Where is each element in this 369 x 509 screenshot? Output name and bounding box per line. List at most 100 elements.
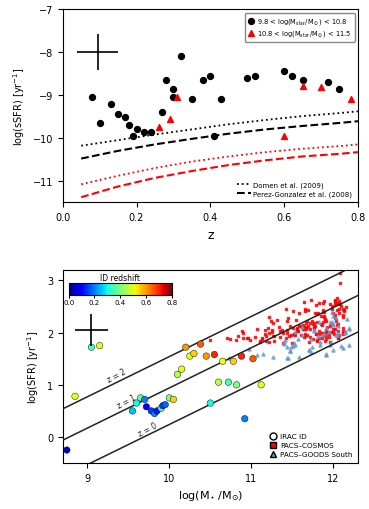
Point bbox=[152, 410, 158, 418]
Point bbox=[330, 329, 336, 337]
Point bbox=[340, 331, 346, 339]
Point bbox=[280, 340, 286, 348]
Point bbox=[292, 328, 298, 336]
Legend: IRAC ID, PACS–COSMOS, PACS–GOODS South: IRAC ID, PACS–COSMOS, PACS–GOODS South bbox=[268, 431, 354, 460]
Point bbox=[301, 333, 307, 342]
Point bbox=[156, 124, 162, 132]
Point bbox=[259, 334, 265, 343]
Point bbox=[288, 343, 294, 351]
Point bbox=[290, 325, 296, 333]
Point bbox=[301, 323, 307, 331]
Point bbox=[289, 72, 294, 80]
Point bbox=[130, 407, 135, 415]
Point bbox=[321, 298, 327, 306]
Point bbox=[148, 407, 154, 415]
Point bbox=[274, 316, 280, 324]
Point bbox=[207, 399, 213, 407]
Point bbox=[97, 342, 103, 350]
Point bbox=[325, 79, 331, 87]
Point bbox=[323, 315, 328, 323]
Point bbox=[310, 335, 316, 344]
Point bbox=[306, 338, 312, 347]
Point bbox=[302, 305, 308, 314]
Point bbox=[141, 128, 147, 136]
Point bbox=[300, 321, 306, 329]
Point bbox=[302, 332, 308, 340]
Point bbox=[321, 313, 327, 321]
Point bbox=[271, 332, 277, 341]
Point bbox=[320, 332, 326, 341]
Point bbox=[311, 327, 317, 335]
Point bbox=[316, 334, 322, 343]
Point bbox=[295, 335, 301, 344]
Point bbox=[300, 326, 306, 334]
Point bbox=[335, 322, 341, 330]
Point bbox=[296, 354, 302, 362]
Point bbox=[319, 321, 325, 329]
Point bbox=[191, 350, 197, 358]
Point bbox=[335, 323, 341, 331]
Point bbox=[303, 319, 308, 327]
Point bbox=[163, 77, 169, 85]
Point bbox=[240, 329, 246, 337]
Point bbox=[339, 305, 345, 314]
Point bbox=[304, 331, 310, 339]
Point bbox=[281, 68, 287, 76]
Point bbox=[335, 299, 341, 307]
Point bbox=[337, 279, 343, 288]
Point bbox=[328, 321, 334, 329]
Point bbox=[301, 324, 307, 332]
Point bbox=[344, 315, 350, 323]
Point bbox=[281, 338, 287, 347]
Point bbox=[312, 309, 318, 318]
Point bbox=[167, 116, 173, 124]
Point bbox=[334, 295, 340, 303]
Point bbox=[330, 320, 336, 328]
Point bbox=[300, 323, 306, 331]
Point bbox=[325, 329, 331, 337]
Point bbox=[178, 53, 184, 62]
Point bbox=[293, 317, 299, 325]
Point bbox=[89, 94, 95, 102]
Text: z = 0: z = 0 bbox=[137, 420, 159, 437]
Point bbox=[269, 326, 275, 334]
Point bbox=[283, 334, 289, 343]
Point bbox=[308, 335, 314, 344]
Point bbox=[225, 378, 231, 386]
Point bbox=[284, 329, 290, 337]
Point bbox=[319, 331, 325, 340]
Legend: Domen et al. (2009), Perez-Gonzalez et al. (2008): Domen et al. (2009), Perez-Gonzalez et a… bbox=[235, 180, 355, 200]
Point bbox=[321, 308, 327, 317]
Point bbox=[269, 328, 275, 336]
Point bbox=[277, 333, 283, 342]
Point bbox=[336, 331, 342, 340]
Point bbox=[307, 333, 313, 341]
Point bbox=[170, 94, 176, 102]
Point bbox=[289, 331, 294, 340]
Point bbox=[328, 338, 334, 346]
Point bbox=[313, 330, 319, 338]
Point bbox=[255, 325, 261, 333]
Point bbox=[72, 392, 78, 401]
Point bbox=[332, 297, 338, 305]
Point bbox=[166, 394, 172, 402]
Point bbox=[327, 338, 332, 347]
Point bbox=[291, 340, 297, 348]
Point bbox=[262, 330, 268, 338]
Point bbox=[302, 307, 308, 316]
Point bbox=[341, 307, 346, 316]
Point bbox=[334, 306, 340, 314]
Point bbox=[337, 305, 342, 314]
Point bbox=[321, 313, 327, 321]
Point bbox=[283, 305, 289, 313]
Point bbox=[327, 341, 333, 349]
Point bbox=[323, 326, 329, 334]
Point bbox=[207, 337, 213, 345]
Point bbox=[245, 334, 251, 342]
Point bbox=[314, 318, 320, 326]
Point bbox=[226, 354, 232, 362]
Point bbox=[220, 357, 225, 365]
Point bbox=[303, 325, 309, 333]
Point bbox=[318, 320, 324, 328]
Point bbox=[314, 336, 320, 344]
